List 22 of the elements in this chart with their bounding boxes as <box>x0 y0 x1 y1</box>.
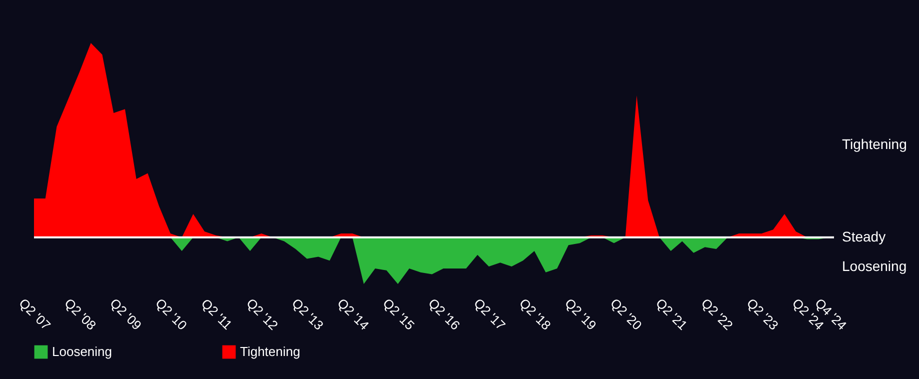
text: Loosening <box>842 258 907 274</box>
x-tick-label: Q2 '19 <box>562 295 600 333</box>
x-tick-label: Q2 '08 <box>62 295 100 333</box>
x-tick-label: Q2 '15 <box>380 295 418 333</box>
x-tick-label: Q2 '07 <box>16 295 54 333</box>
text: Tightening <box>842 136 907 152</box>
x-tick-label: Q2 '22 <box>698 295 736 333</box>
x-tick-label: Q2 '13 <box>289 295 326 333</box>
x-tick-label: Q2 '21 <box>652 295 690 333</box>
x-tick-label: Q2 '09 <box>107 295 145 333</box>
x-tick-label: Q2 '11 <box>198 296 236 333</box>
x-tick-label: Q2 '14 <box>334 295 372 333</box>
x-tick-label: Q2 '17 <box>471 295 508 333</box>
x-tick-label: Q2 '20 <box>607 295 645 333</box>
x-tick-label: Q2 '10 <box>152 295 190 333</box>
legend-label: Tightening <box>240 344 300 359</box>
legend-label: Loosening <box>52 344 112 359</box>
x-tick-label: Q2 '18 <box>516 295 554 333</box>
x-tick-label: Q2 '12 <box>244 295 281 333</box>
x-tick-label: Q2 '23 <box>744 295 782 333</box>
x-tick-label: Q2 '16 <box>426 295 463 333</box>
text: Steady <box>842 228 886 244</box>
